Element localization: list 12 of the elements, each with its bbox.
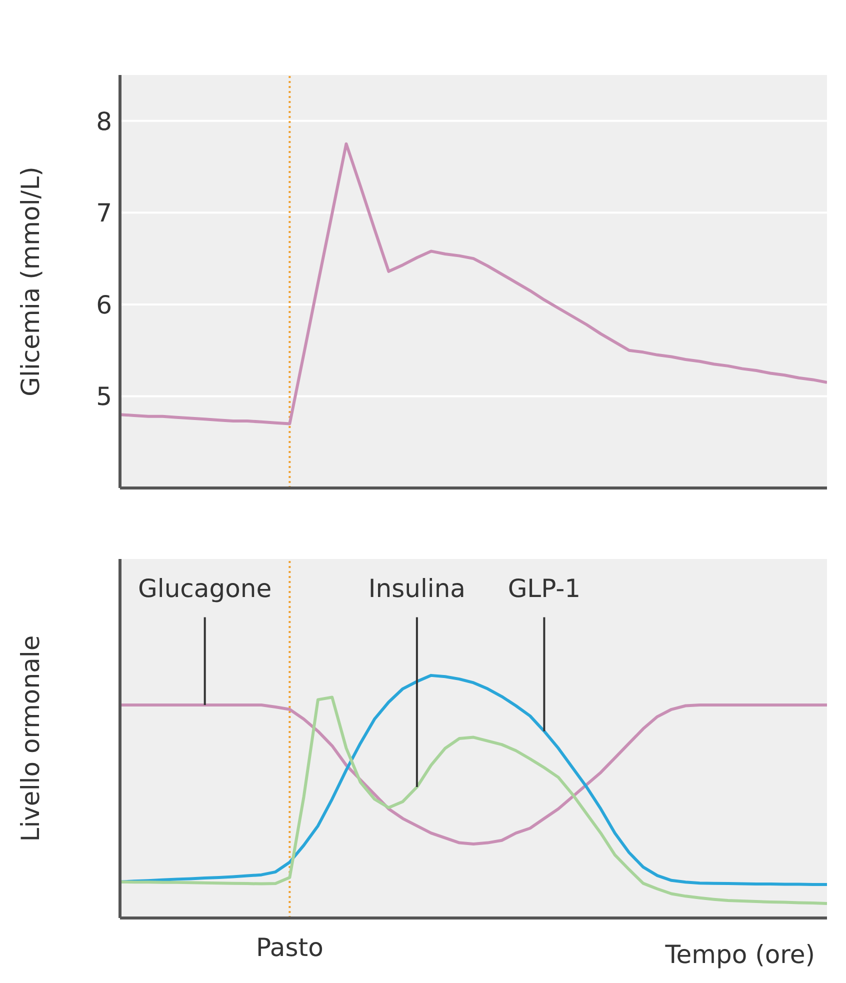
text: Insulina [368, 574, 466, 604]
y-tick-label: 6 [96, 290, 112, 320]
line-series [120, 142, 827, 426]
y-tick-label: 5 [96, 382, 112, 412]
y-tick-label: 8 [96, 106, 112, 136]
x-axis-title: Tempo (ore) [664, 940, 815, 969]
text: Pasto [256, 933, 324, 962]
y-tick-label: 7 [96, 198, 112, 228]
y-axis-title: Glicemia (mmol/L) [16, 166, 45, 396]
y-axis-title: Livello ormonale [16, 635, 45, 842]
text: Glucagone [138, 574, 272, 604]
text: GLP-1 [508, 574, 581, 604]
